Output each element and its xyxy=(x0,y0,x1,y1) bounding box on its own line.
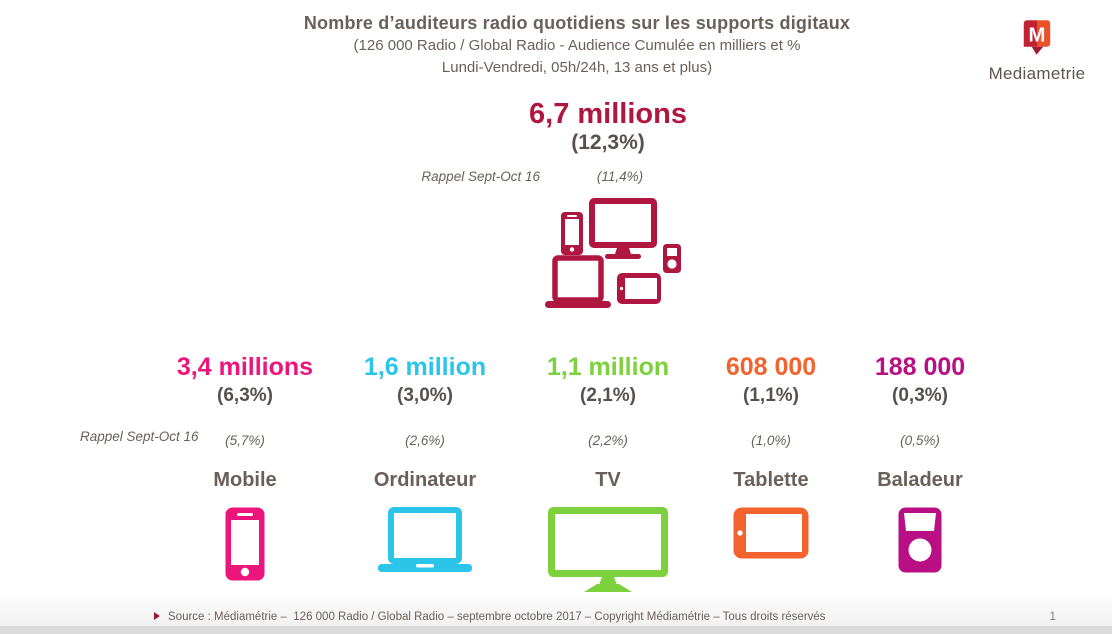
footer-source: Source : Médiamétrie – 126 000 Radio / G… xyxy=(168,611,826,623)
column-mobile: 3,4 millions (6,3%) (5,7%) Mobile xyxy=(130,352,360,586)
footer-strip xyxy=(0,626,1112,634)
page-number: 1 xyxy=(1049,609,1056,623)
ordinateur-value: 1,6 million xyxy=(363,353,487,381)
tv-value: 1,1 million xyxy=(546,353,670,381)
tv-label: TV xyxy=(595,469,621,491)
laptop-icon xyxy=(325,507,525,578)
total-value: 6,7 millions xyxy=(529,98,687,130)
devices-cluster-icon xyxy=(541,198,681,318)
mobile-rappel-pct: (5,7%) xyxy=(225,433,265,448)
column-ordinateur: 1,6 million (3,0%) (2,6%) Ordinateur xyxy=(325,352,525,578)
ordinateur-rappel-pct: (2,6%) xyxy=(405,433,445,448)
rappel-row-label: Rappel Sept-Oct 16 xyxy=(80,429,199,444)
subtitle-line2: Lundi-Vendredi, 05h/24h, 13 ans et plus) xyxy=(441,59,713,76)
svg-text:M: M xyxy=(1029,24,1046,46)
mobile-icon xyxy=(130,507,360,586)
tv-pct: (2,1%) xyxy=(580,385,636,406)
baladeur-rappel-pct: (0,5%) xyxy=(900,433,940,448)
logo-wordmark: Mediametrie xyxy=(988,64,1086,83)
mediametrie-m-icon: M xyxy=(1023,20,1051,55)
mobile-pct: (6,3%) xyxy=(217,385,273,406)
tablette-value: 608 000 xyxy=(725,353,817,381)
total-pct: (12,3%) xyxy=(571,131,645,154)
mp3-player-icon xyxy=(820,507,1020,578)
tablette-pct: (1,1%) xyxy=(743,385,799,406)
total-rappel-pct: (11,4%) xyxy=(596,169,644,184)
column-tv: 1,1 million (2,1%) (2,2%) TV xyxy=(508,352,708,599)
mobile-label: Mobile xyxy=(213,469,277,491)
header: Nombre d’auditeurs radio quotidiens sur … xyxy=(0,13,1112,78)
source-bullet-icon xyxy=(154,612,160,620)
mobile-value: 3,4 millions xyxy=(176,353,314,381)
column-tablette: 608 000 (1,1%) (1,0%) Tablette xyxy=(671,352,871,564)
tv-rappel-pct: (2,2%) xyxy=(588,433,628,448)
mediametrie-logo: M Mediametrie xyxy=(982,18,1092,84)
subtitle-line1: (126 000 Radio / Global Radio - Audience… xyxy=(353,37,801,54)
tablette-rappel-pct: (1,0%) xyxy=(751,433,791,448)
baladeur-pct: (0,3%) xyxy=(892,385,948,406)
ordinateur-label: Ordinateur xyxy=(373,469,477,491)
page-title: Nombre d’auditeurs radio quotidiens sur … xyxy=(303,13,851,33)
baladeur-label: Baladeur xyxy=(877,469,963,491)
total-rappel-label: Rappel Sept-Oct 16 xyxy=(421,169,540,184)
tablet-icon xyxy=(671,507,871,564)
tablette-label: Tablette xyxy=(733,469,809,491)
tv-icon xyxy=(508,507,708,599)
ordinateur-pct: (3,0%) xyxy=(397,385,453,406)
footer xyxy=(0,596,1112,634)
column-baladeur: 188 000 (0,3%) (0,5%) Baladeur xyxy=(820,352,1020,578)
baladeur-value: 188 000 xyxy=(874,353,966,381)
